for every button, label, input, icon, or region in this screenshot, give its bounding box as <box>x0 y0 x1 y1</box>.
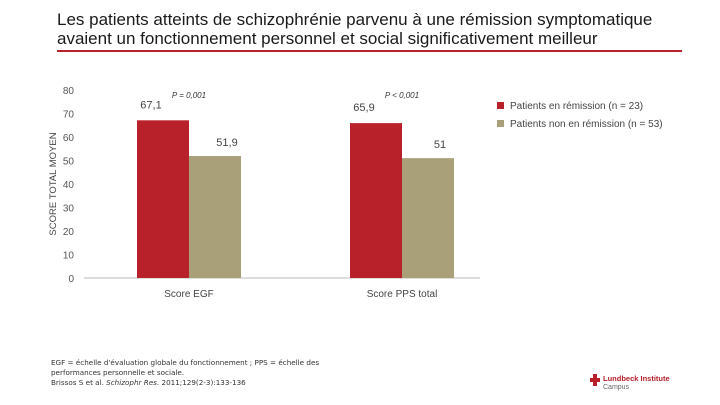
y-axis-label: SCORE TOTAL MOYEN <box>48 132 59 235</box>
y-tick-label: 10 <box>63 251 75 262</box>
data-label: 51 <box>434 139 446 151</box>
y-tick-label: 20 <box>63 227 75 238</box>
title-underline <box>57 50 682 52</box>
data-label: 67,1 <box>140 99 161 111</box>
y-tick-label: 60 <box>63 133 75 144</box>
y-tick-label: 0 <box>68 274 74 285</box>
footnote-line-1: EGF = échelle d'évaluation globale du fo… <box>51 358 320 367</box>
citation-rest: . 2011;129(2-3):133-136 <box>156 378 246 387</box>
logo-name: Lundbeck Institute <box>603 374 670 383</box>
footnote-citation: Brissos S et al. Schizophr Res. 2011;129… <box>51 378 381 388</box>
legend-swatch <box>497 102 504 109</box>
y-tick-label: 30 <box>63 204 75 215</box>
citation-authors: Brissos S et al. <box>51 378 107 387</box>
bar-chart: 0 10 20 30 40 50 60 70 80 SCORE TOTAL MOYEN 67,1 51… <box>48 86 663 300</box>
slide-title: Les patients atteints de schizophrénie p… <box>57 10 697 48</box>
logo-subtitle: Campus <box>603 384 630 391</box>
footnote: EGF = échelle d'évaluation globale du fo… <box>51 358 381 388</box>
legend-swatch <box>497 120 504 127</box>
bar <box>189 156 241 278</box>
bar <box>137 120 189 278</box>
legend-label: Patients en rémission (n = 23) <box>510 101 643 112</box>
bar <box>402 158 454 278</box>
p-value-label: P = 0,001 <box>172 91 206 100</box>
data-label: 51,9 <box>216 137 237 149</box>
title-line-1: Les patients atteints de schizophrénie p… <box>57 10 653 29</box>
footnote-line-2: performances personnelle et sociale. <box>51 368 185 377</box>
y-tick-label: 80 <box>63 86 75 97</box>
x-tick-label: Score PPS total <box>367 289 438 300</box>
x-tick-label: Score EGF <box>164 289 213 300</box>
p-value-label: P < 0,001 <box>385 91 419 100</box>
data-label: 65,9 <box>353 102 374 114</box>
logo-mark-icon <box>590 374 600 386</box>
citation-journal: Schizophr Res <box>106 378 157 387</box>
title-line-2: avaient un fonctionnement personnel et s… <box>57 29 598 48</box>
y-tick-label: 40 <box>63 180 75 191</box>
lundbeck-logo: Lundbeck Institute Campus <box>590 372 710 400</box>
bar <box>350 123 402 278</box>
y-tick-label: 50 <box>63 157 75 168</box>
legend-label: Patients non en rémission (n = 53) <box>510 119 663 130</box>
y-tick-label: 70 <box>63 110 75 121</box>
